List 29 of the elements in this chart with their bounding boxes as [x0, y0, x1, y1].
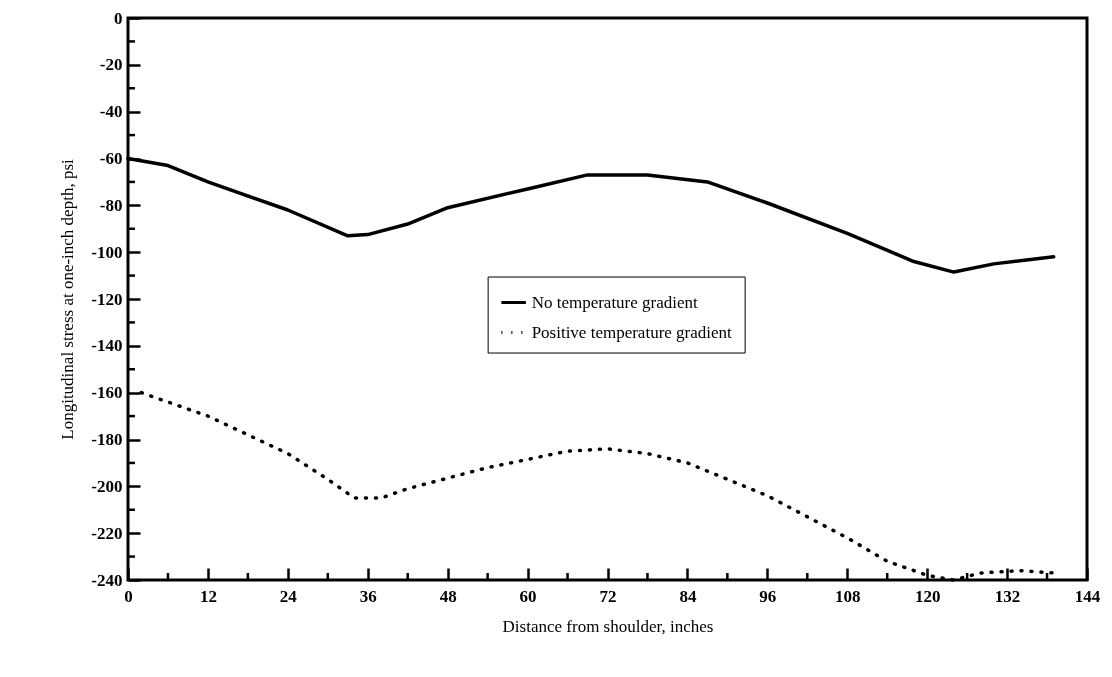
y-tick-label: -200: [91, 476, 123, 496]
y-tick-label: -140: [91, 336, 123, 356]
x-tick-label: 36: [359, 586, 377, 606]
legend-label: No temperature gradient: [531, 292, 699, 312]
y-tick-label: -100: [91, 242, 123, 262]
y-tick-label: -60: [99, 149, 123, 168]
y-tick-label: -240: [91, 570, 123, 590]
x-tick-label: 24: [279, 586, 298, 606]
y-tick-label: -80: [99, 195, 123, 215]
x-tick-label: 120: [914, 586, 941, 606]
y-tick-label: 0: [114, 8, 123, 28]
legend-label: Positive temperature gradient: [531, 322, 733, 342]
x-tick-label: 60: [519, 586, 537, 606]
x-tick-label: 72: [599, 586, 617, 606]
y-tick-label: -120: [91, 289, 123, 309]
x-tick-label: 108: [835, 586, 861, 606]
x-axis-title: Distance from shoulder, inches: [502, 616, 714, 636]
x-tick-label: 96: [759, 586, 777, 606]
y-axis-title: Longitudinal stress at one-inch depth, psi: [58, 159, 78, 440]
y-tick-label: -40: [99, 102, 123, 122]
x-tick-label: 84: [679, 586, 697, 606]
x-tick-label: 144: [1074, 586, 1101, 606]
y-tick-label: -220: [91, 523, 123, 543]
x-tick-label: 132: [994, 586, 1021, 606]
x-tick-label: 48: [439, 586, 457, 606]
y-tick-label: -180: [91, 430, 123, 449]
y-tick-label: -160: [91, 383, 123, 403]
x-tick-label: 12: [199, 586, 217, 606]
y-tick-label: -20: [99, 55, 123, 75]
